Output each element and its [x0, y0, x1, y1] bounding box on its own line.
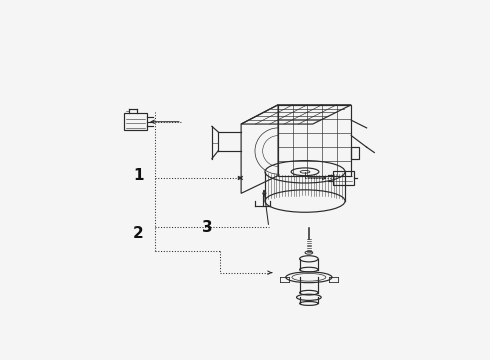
- Text: 3: 3: [202, 220, 213, 235]
- Text: 2: 2: [133, 226, 143, 241]
- Text: 1: 1: [133, 168, 143, 183]
